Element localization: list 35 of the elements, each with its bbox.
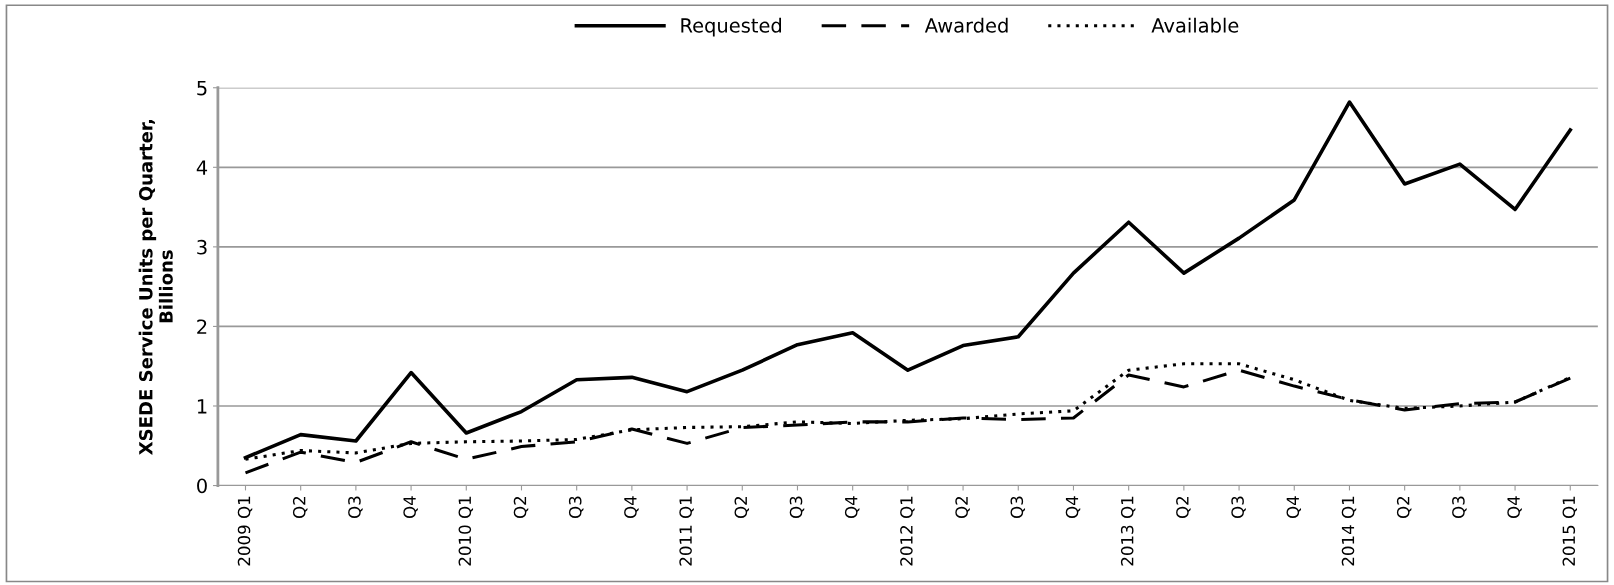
x-tick-label: Q2 bbox=[292, 496, 308, 519]
y-tick-label: 2 bbox=[197, 319, 207, 334]
x-tick-label: Q3 bbox=[789, 496, 805, 519]
x-tick-label: Q4 bbox=[1065, 496, 1081, 519]
x-tick-label: 2013 Q1 bbox=[1120, 496, 1136, 566]
x-tick-label: 2009 Q1 bbox=[237, 496, 253, 566]
x-tick-label: Q4 bbox=[844, 496, 860, 519]
x-tick-label: Q2 bbox=[955, 496, 970, 519]
legend-label: Awarded bbox=[924, 17, 1008, 33]
y-tick-label: 1 bbox=[197, 399, 207, 414]
x-tick-label: Q2 bbox=[734, 496, 750, 519]
x-tick-label: Q2 bbox=[1176, 496, 1191, 519]
y-axis-title: XSEDE Service Units per Quarter, Billions bbox=[138, 119, 173, 455]
legend-label: Available bbox=[1151, 17, 1239, 33]
y-tick-label: 4 bbox=[196, 160, 208, 175]
x-tick-label: 2010 Q1 bbox=[458, 496, 474, 566]
x-tick-label: Q3 bbox=[348, 496, 363, 519]
x-tick-label: 2012 Q1 bbox=[900, 496, 915, 566]
x-tick-label: Q3 bbox=[1231, 496, 1246, 519]
x-tick-label: Q3 bbox=[568, 496, 584, 519]
x-tick-label: Q4 bbox=[624, 496, 639, 519]
y-tick-label: 3 bbox=[197, 239, 207, 255]
x-tick-label: 2014 Q1 bbox=[1341, 496, 1357, 566]
x-tick-label: Q4 bbox=[403, 496, 418, 519]
y-tick-label: 5 bbox=[197, 80, 207, 96]
legend-label: Requested bbox=[681, 17, 781, 37]
x-tick-label: Q4 bbox=[1507, 496, 1522, 519]
x-tick-label: Q3 bbox=[1010, 496, 1026, 519]
x-tick-label: Q3 bbox=[1452, 496, 1467, 519]
x-tick-label: 2011 Q1 bbox=[679, 496, 694, 566]
x-tick-label: Q2 bbox=[513, 496, 529, 519]
x-tick-label: 2015 Q1 bbox=[1562, 496, 1578, 566]
y-tick-label: 0 bbox=[197, 478, 207, 494]
x-tick-label: Q2 bbox=[1396, 496, 1412, 519]
x-tick-label: Q4 bbox=[1286, 496, 1302, 519]
